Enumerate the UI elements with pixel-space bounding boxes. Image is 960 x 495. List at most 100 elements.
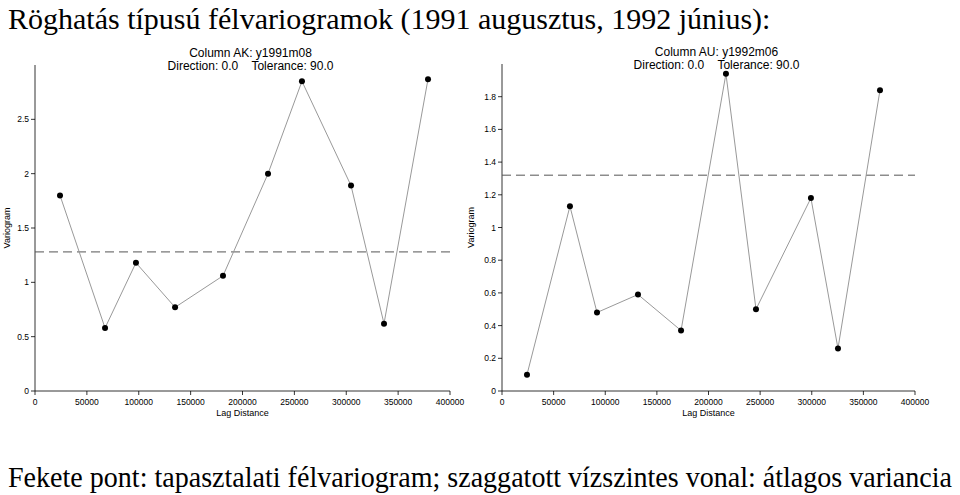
y-tick-label: 0 xyxy=(24,386,29,396)
y-tick xyxy=(498,260,502,261)
y-tick-label: 1.6 xyxy=(484,124,496,134)
y-tick xyxy=(498,129,502,130)
y-tick xyxy=(31,228,35,229)
y-tick-label: 2.5 xyxy=(17,114,29,124)
x-tick xyxy=(605,391,606,395)
x-tick xyxy=(35,391,36,395)
x-axis-label: Lag Distance xyxy=(216,408,269,418)
x-tick xyxy=(863,391,864,395)
y-tick xyxy=(31,391,35,392)
variogram-point xyxy=(594,310,600,316)
x-tick-label: 400000 xyxy=(901,397,930,407)
x-tick xyxy=(86,391,87,395)
x-tick xyxy=(656,391,657,395)
x-tick-label: 50000 xyxy=(542,397,566,407)
y-tick xyxy=(498,391,502,392)
x-tick xyxy=(811,391,812,395)
x-tick-label: 0 xyxy=(33,397,38,407)
y-tick-label: 0.8 xyxy=(484,255,496,265)
variogram-point xyxy=(348,183,354,189)
x-tick-label: 100000 xyxy=(125,397,154,407)
chart: 0 50000 100000 150000 200000 250000 300000 3500… xyxy=(466,45,929,418)
y-tick-label: 1.2 xyxy=(484,190,496,200)
y-tick-label: 0.2 xyxy=(484,353,496,363)
x-tick-label: 350000 xyxy=(849,397,878,407)
heading: Röghatás típusú félvariogramok (1991 aug… xyxy=(8,2,770,36)
y-tick xyxy=(498,96,502,97)
x-tick-label: 250000 xyxy=(746,397,775,407)
y-tick-label: 1 xyxy=(491,223,496,233)
variogram-point xyxy=(381,321,387,327)
x-tick xyxy=(450,391,451,395)
variogram-line xyxy=(527,74,880,375)
x-tick-label: 150000 xyxy=(643,397,672,407)
x-tick xyxy=(242,391,243,395)
x-tick xyxy=(294,391,295,395)
chart: 0 50000 100000 150000 200000 250000 300000 3500… xyxy=(2,46,464,418)
x-tick-label: 150000 xyxy=(176,397,205,407)
variogram-point xyxy=(265,171,271,177)
x-tick xyxy=(915,391,916,395)
y-tick xyxy=(498,325,502,326)
y-tick xyxy=(498,292,502,293)
chart-title: Column AU: y1992m06 xyxy=(655,45,779,59)
y-tick-label: 2 xyxy=(24,169,29,179)
y-tick-label: 1 xyxy=(24,277,29,287)
x-tick-label: 200000 xyxy=(228,397,257,407)
variogram-point xyxy=(299,78,305,84)
y-tick xyxy=(31,119,35,120)
mean-variance-line xyxy=(35,251,450,252)
chart-subtitle: Direction: 0.0 Tolerance: 90.0 xyxy=(168,59,334,73)
x-tick-label: 250000 xyxy=(280,397,309,407)
y-tick-label: 0.5 xyxy=(17,332,29,342)
x-tick xyxy=(346,391,347,395)
chart-title: Column AK: y1991m08 xyxy=(189,46,312,60)
x-tick-label: 100000 xyxy=(591,397,620,407)
y-axis-label: Variogram xyxy=(466,207,476,248)
caption: Fekete pont: tapasztalati félvariogram; … xyxy=(8,461,952,493)
x-tick xyxy=(138,391,139,395)
variogram-point xyxy=(220,273,226,279)
x-tick-label: 300000 xyxy=(332,397,361,407)
y-tick xyxy=(31,282,35,283)
y-tick-label: 1.5 xyxy=(17,223,29,233)
y-tick-label: 0 xyxy=(491,386,496,396)
variogram-point xyxy=(877,87,883,93)
variogram-point xyxy=(835,345,841,351)
y-tick-label: 1.4 xyxy=(484,157,496,167)
x-tick-label: 200000 xyxy=(694,397,723,407)
x-tick xyxy=(553,391,554,395)
x-tick-label: 50000 xyxy=(75,397,99,407)
plot-area xyxy=(35,76,450,331)
variogram-point xyxy=(102,325,108,331)
variogram-point xyxy=(753,306,759,312)
y-tick-label: 0.6 xyxy=(484,288,496,298)
y-axis-label: Variogram xyxy=(2,208,12,249)
plot-area xyxy=(502,71,915,378)
variogram-point xyxy=(567,203,573,209)
variogram-point xyxy=(723,71,729,77)
y-tick xyxy=(498,358,502,359)
y-tick xyxy=(498,162,502,163)
page: Röghatás típusú félvariogramok (1991 aug… xyxy=(0,0,960,495)
x-tick-label: 300000 xyxy=(798,397,827,407)
variogram-point xyxy=(524,372,530,378)
chart-subtitle: Direction: 0.0 Tolerance: 90.0 xyxy=(634,58,800,72)
y-tick-label: 0.4 xyxy=(484,321,496,331)
y-tick-label: 1.8 xyxy=(484,92,496,102)
y-tick xyxy=(498,194,502,195)
x-tick xyxy=(760,391,761,395)
variogram-point xyxy=(57,192,63,198)
background xyxy=(0,0,960,495)
variogram-point xyxy=(808,195,814,201)
x-tick xyxy=(398,391,399,395)
y-tick xyxy=(31,336,35,337)
x-tick-label: 350000 xyxy=(384,397,413,407)
variogram-point xyxy=(425,76,431,82)
variogram-point xyxy=(635,292,641,298)
x-tick xyxy=(708,391,709,395)
variogram-point xyxy=(172,304,178,310)
x-tick xyxy=(190,391,191,395)
x-tick-label: 400000 xyxy=(436,397,465,407)
variogram-point xyxy=(133,260,139,266)
